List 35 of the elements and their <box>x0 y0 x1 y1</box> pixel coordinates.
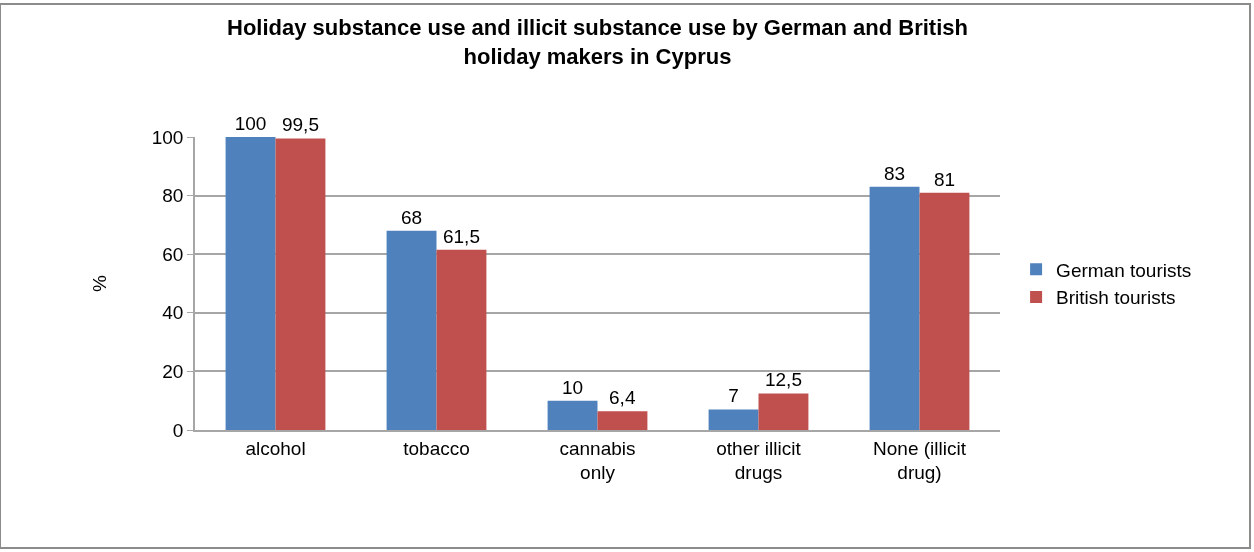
y-axis-title: % <box>89 274 111 292</box>
data-label: 81 <box>933 168 956 190</box>
x-tick-label: other illicit drugs <box>716 437 802 484</box>
data-label: 100 <box>234 113 267 134</box>
y-tick-label: 100 <box>151 126 184 148</box>
y-tick-label: 40 <box>162 302 184 324</box>
data-label: 99,5 <box>281 114 319 136</box>
data-label: 10 <box>561 376 584 398</box>
data-label: 6,4 <box>609 387 636 409</box>
bar <box>386 230 437 430</box>
y-tick-label: 0 <box>172 419 184 441</box>
x-tick-label: alcohol <box>245 437 306 459</box>
data-label: 68 <box>400 206 423 228</box>
y-tick-label: 20 <box>162 361 184 383</box>
x-tick-label: None (illicit drug) <box>873 437 967 484</box>
bar <box>869 186 920 430</box>
data-label: 7 <box>728 385 739 407</box>
bar <box>919 192 970 430</box>
bar <box>597 411 648 430</box>
x-tick-label: cannabis only <box>559 437 636 484</box>
bar <box>547 400 598 430</box>
bar <box>758 393 809 430</box>
legend-label: German tourists <box>1056 259 1192 281</box>
data-label: 12,5 <box>764 369 802 391</box>
x-tick-label: tobacco <box>403 437 470 459</box>
bar <box>436 249 487 430</box>
chart-title: Holiday substance use and illicit substance use by German and British holiday makers in Cyprus <box>227 15 968 69</box>
data-label: 83 <box>883 162 906 184</box>
bar <box>275 138 326 430</box>
bar <box>225 137 276 430</box>
y-tick-label: 80 <box>162 185 184 207</box>
y-tick-label: 60 <box>162 243 184 265</box>
data-label: 61,5 <box>442 225 480 247</box>
legend-label: British tourists <box>1056 287 1176 309</box>
bar <box>708 409 759 430</box>
